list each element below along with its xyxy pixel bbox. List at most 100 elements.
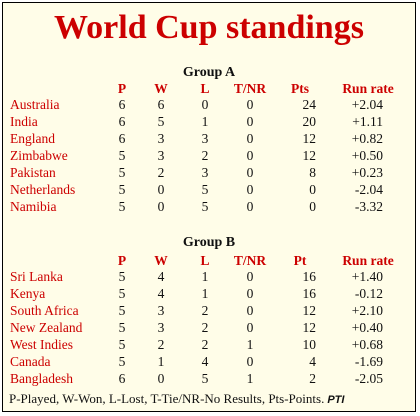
group-a-title: Group A (182, 65, 236, 80)
team-name: Namibia (10, 199, 57, 214)
tie-cell: 0 (246, 114, 254, 129)
lost-cell: 1 (201, 269, 209, 284)
played-cell: 5 (118, 182, 126, 197)
tie-cell: 0 (246, 354, 254, 369)
lost-cell: 3 (201, 131, 209, 146)
tie-cell: 0 (246, 148, 254, 163)
tie-cell: 1 (246, 337, 254, 352)
team-name: Australia (10, 97, 60, 112)
played-cell: 6 (118, 371, 126, 386)
points-cell: 0 (309, 182, 316, 197)
group-b-header-row: P W L T/NR Pt Run rate (3, 252, 415, 269)
tie-cell: 0 (246, 199, 254, 214)
team-name: Canada (10, 354, 51, 369)
col-header-played: P (117, 81, 127, 96)
points-cell: 0 (309, 199, 316, 214)
run-rate-cell: +2.10 (351, 303, 383, 318)
played-cell: 6 (118, 131, 126, 146)
run-rate-cell: +0.68 (351, 337, 383, 352)
won-cell: 3 (157, 303, 165, 318)
points-cell: 16 (302, 286, 317, 301)
run-rate-cell: +1.40 (351, 269, 383, 284)
points-cell: 20 (302, 114, 317, 129)
table-row: Bangladesh 6 0 5 1 2 -2.05 (3, 370, 415, 387)
team-name: Netherlands (10, 182, 76, 197)
points-cell: 12 (302, 303, 317, 318)
played-cell: 5 (118, 199, 126, 214)
team-name: New Zealand (10, 320, 83, 335)
tie-cell: 0 (246, 165, 254, 180)
group-b-title: Group B (182, 235, 236, 250)
run-rate-cell: -1.69 (354, 354, 383, 369)
run-rate-cell: +0.50 (351, 148, 383, 163)
lost-cell: 3 (201, 165, 209, 180)
team-name: Zimbabwe (10, 148, 68, 163)
col-header-tie: T/NR (233, 253, 267, 268)
team-name: Kenya (10, 286, 46, 301)
played-cell: 5 (118, 286, 126, 301)
team-name: India (10, 114, 38, 129)
credit-logo: PTI (327, 394, 345, 406)
standings-panel: World Cup standings Group A P W L T/NR P… (2, 2, 416, 412)
table-row: Sri Lanka 5 4 1 0 16 +1.40 (3, 268, 415, 285)
run-rate-cell: +0.40 (351, 320, 383, 335)
table-row: India 6 5 1 0 20 +1.11 (3, 113, 415, 130)
tie-cell: 1 (246, 371, 254, 386)
won-cell: 2 (157, 165, 165, 180)
table-row: Netherlands 5 0 5 0 0 -2.04 (3, 181, 415, 198)
col-header-tie: T/NR (233, 81, 267, 96)
table-row: New Zealand 5 3 2 0 12 +0.40 (3, 319, 415, 336)
table-row: Zimbabwe 5 3 2 0 12 +0.50 (3, 147, 415, 164)
team-name: West Indies (10, 337, 74, 352)
run-rate-cell: +2.04 (351, 97, 383, 112)
tie-cell: 0 (246, 269, 254, 284)
lost-cell: 1 (201, 286, 209, 301)
tie-cell: 0 (246, 303, 254, 318)
points-cell: 12 (302, 131, 317, 146)
points-cell: 4 (309, 354, 316, 369)
col-header-run-rate: Run rate (342, 253, 394, 268)
played-cell: 5 (118, 165, 126, 180)
tie-cell: 0 (246, 97, 254, 112)
team-name: Bangladesh (10, 371, 73, 386)
points-cell: 8 (309, 165, 316, 180)
lost-cell: 2 (201, 303, 209, 318)
played-cell: 6 (118, 114, 126, 129)
won-cell: 5 (157, 114, 165, 129)
won-cell: 4 (157, 286, 165, 301)
lost-cell: 4 (201, 354, 209, 369)
lost-cell: 2 (201, 337, 209, 352)
page-title: World Cup standings (54, 9, 364, 46)
table-row: Kenya 5 4 1 0 16 -0.12 (3, 285, 415, 302)
run-rate-cell: +0.82 (351, 131, 383, 146)
played-cell: 5 (118, 148, 126, 163)
run-rate-cell: -3.32 (354, 199, 383, 214)
won-cell: 4 (157, 269, 165, 284)
run-rate-cell: -2.04 (354, 182, 383, 197)
played-cell: 5 (118, 320, 126, 335)
tie-cell: 0 (246, 182, 254, 197)
lost-cell: 5 (201, 199, 209, 214)
tie-cell: 0 (246, 286, 254, 301)
run-rate-cell: +0.23 (351, 165, 383, 180)
table-row: England 6 3 3 0 12 +0.82 (3, 130, 415, 147)
points-cell: 24 (302, 97, 317, 112)
table-row: Pakistan 5 2 3 0 8 +0.23 (3, 164, 415, 181)
col-header-lost: L (200, 253, 210, 268)
group-a-header-row: P W L T/NR Pts Run rate (3, 80, 415, 97)
lost-cell: 0 (201, 97, 209, 112)
col-header-points: Pts (291, 81, 309, 96)
points-cell: 2 (309, 371, 316, 386)
legend-text: P-Played, W-Won, L-Lost, T-Tie/NR-No Res… (9, 391, 325, 406)
lost-cell: 2 (201, 320, 209, 335)
points-cell: 16 (302, 269, 317, 284)
tie-cell: 0 (246, 131, 254, 146)
col-header-played: P (117, 253, 127, 268)
played-cell: 5 (118, 337, 126, 352)
played-cell: 5 (118, 269, 126, 284)
table-row: West Indies 5 2 2 1 10 +0.68 (3, 336, 415, 353)
points-cell: 10 (302, 337, 317, 352)
points-cell: 12 (302, 320, 317, 335)
won-cell: 6 (157, 97, 165, 112)
lost-cell: 2 (201, 148, 209, 163)
